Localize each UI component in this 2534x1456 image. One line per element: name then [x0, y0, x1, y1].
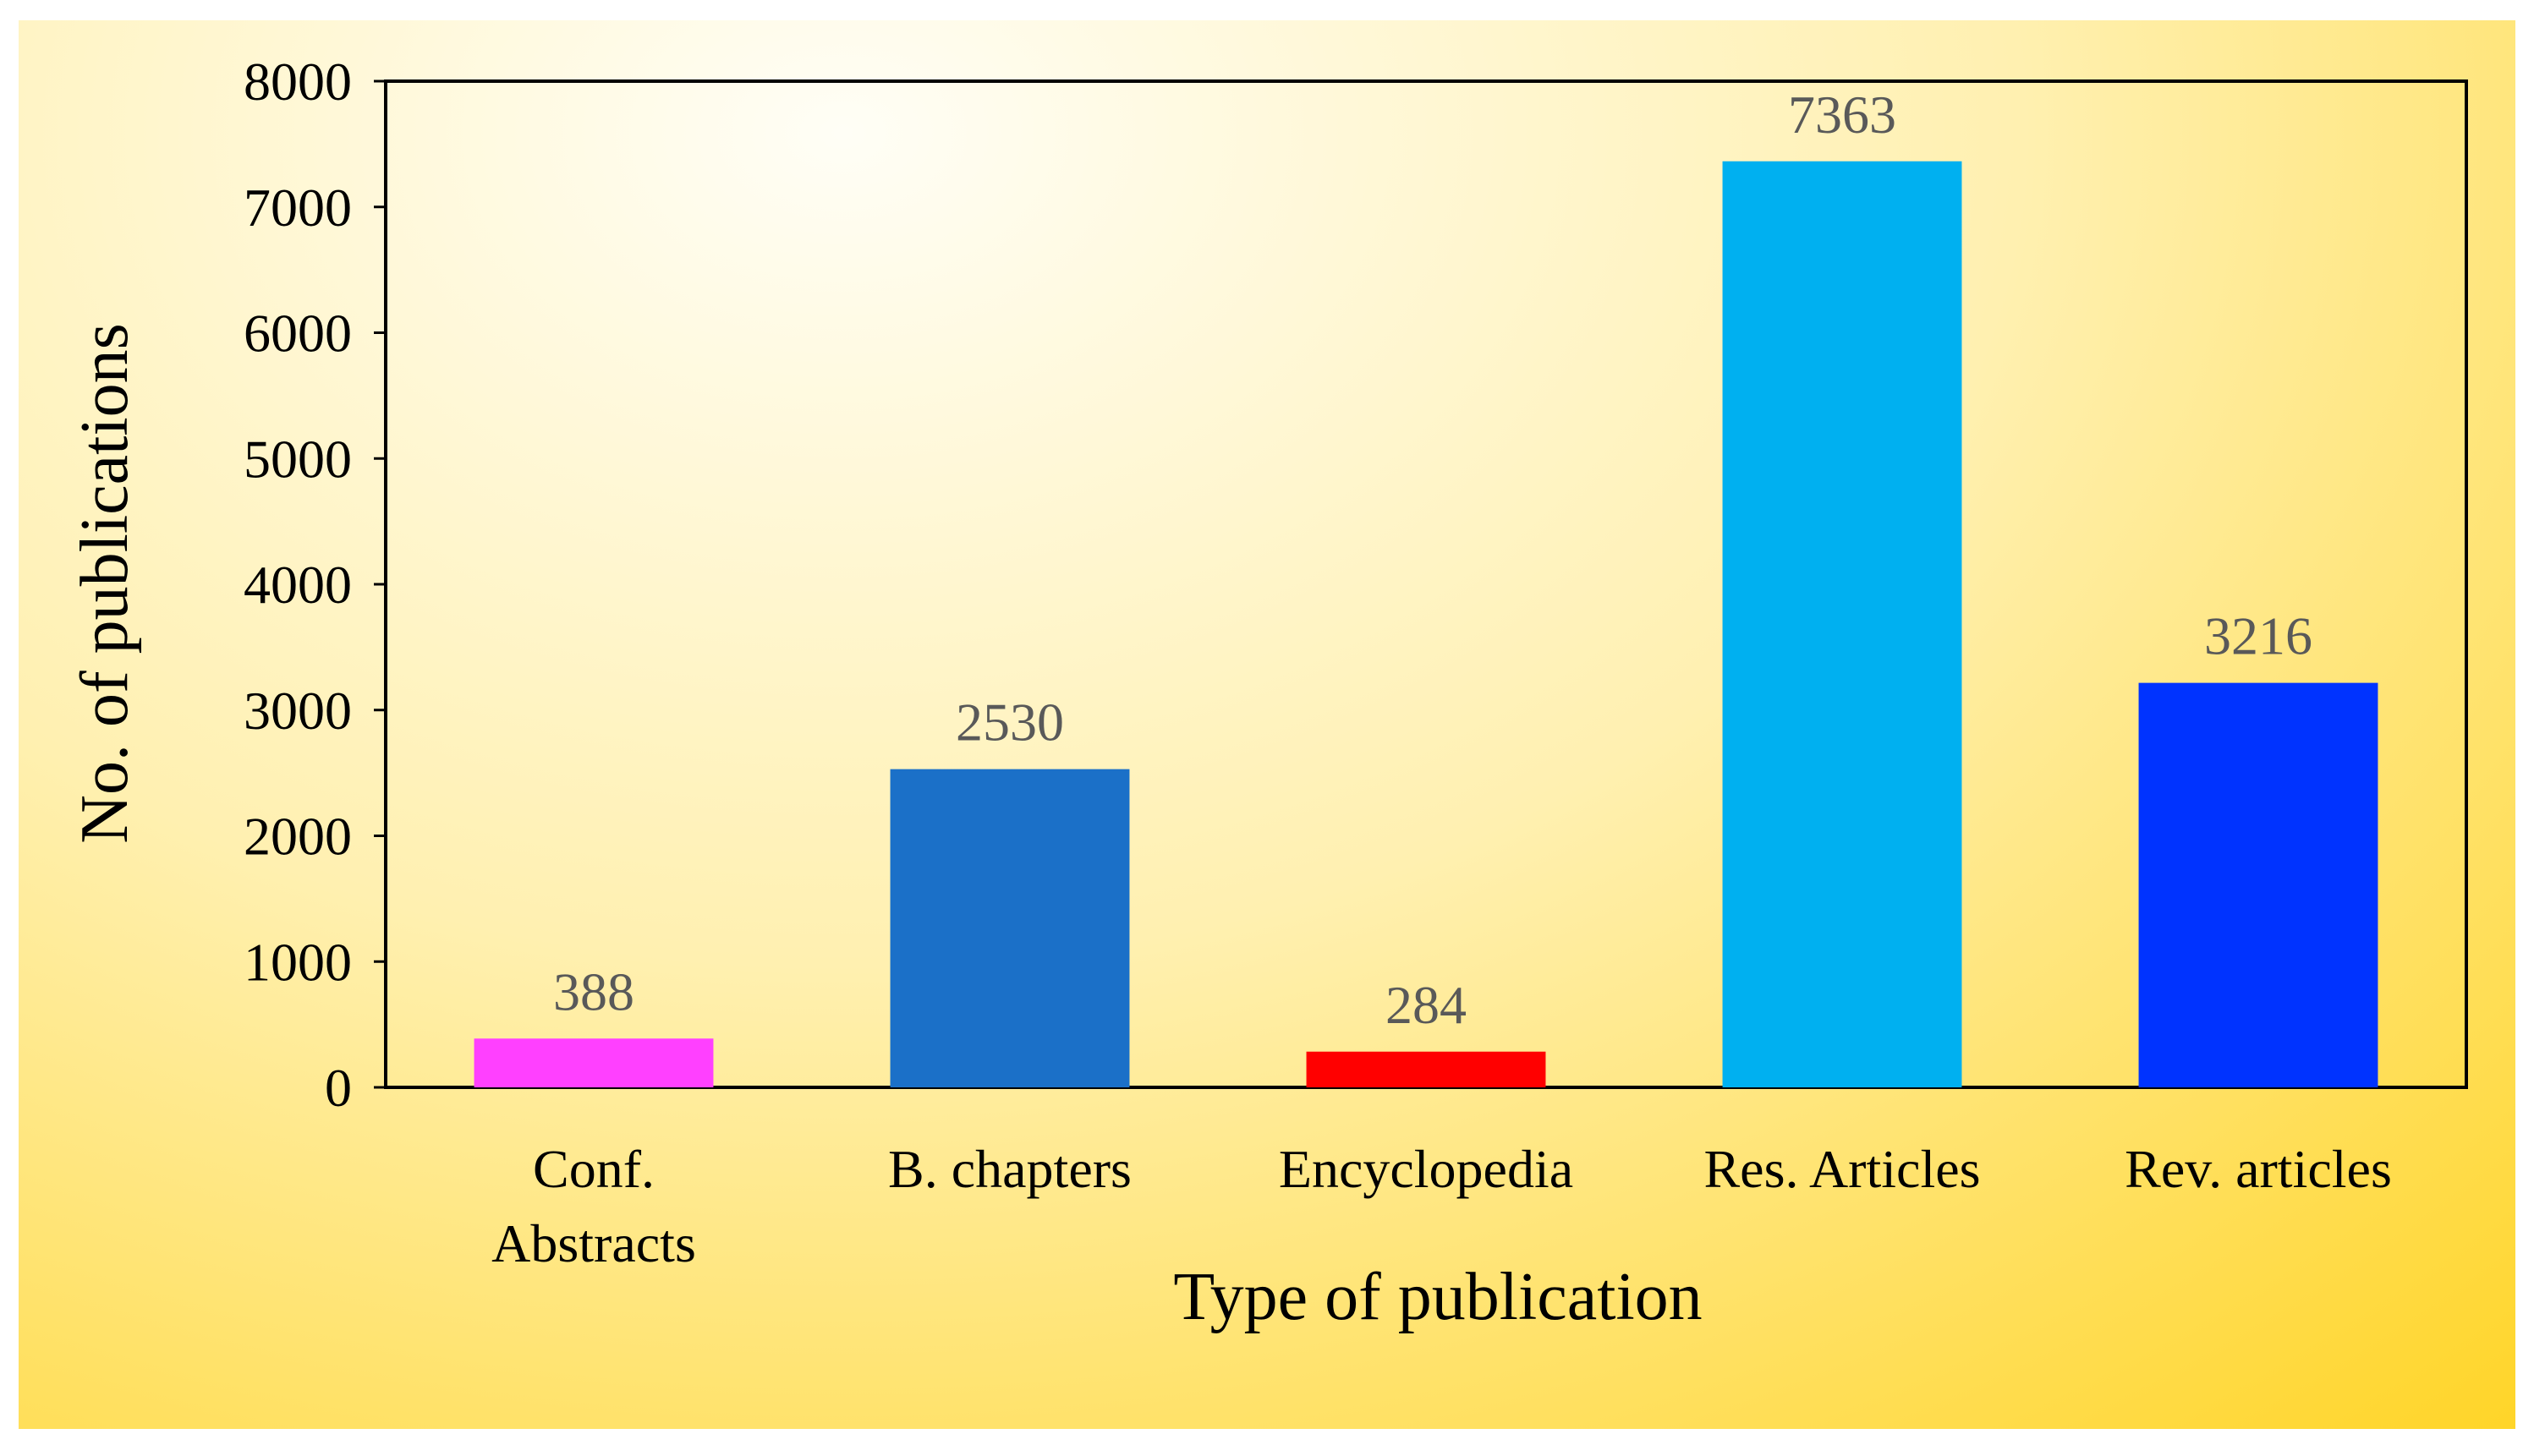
y-tick-label: 3000: [244, 681, 352, 741]
bar: [1306, 1051, 1546, 1087]
y-tick-label: 5000: [244, 429, 352, 489]
y-tick-label: 6000: [244, 304, 352, 364]
bar-value-label: 388: [553, 961, 634, 1021]
x-axis-category-labels: Conf. Abstracts B. chapters Encyclopedia Res…: [491, 1139, 2392, 1273]
bar: [2138, 682, 2378, 1087]
y-axis-title: No. of publications: [68, 323, 142, 843]
y-tick-label: 7000: [244, 178, 352, 238]
data-labels: 388 2530 284 7363 3216: [553, 85, 2312, 1035]
y-tick-label: 2000: [244, 807, 352, 867]
x-category-label: Conf.: [533, 1139, 655, 1199]
y-tick-label: 8000: [244, 52, 352, 112]
x-category-label: Encyclopedia: [1279, 1139, 1573, 1199]
x-category-label: B. chapters: [888, 1139, 1132, 1199]
y-axis-ticks: 0 1000 2000 3000 4000 5000 6000 7000 8000: [244, 52, 386, 1118]
x-category-label: Abstracts: [491, 1213, 696, 1273]
x-category-label: Rev. articles: [2125, 1139, 2392, 1199]
bar: [890, 769, 1130, 1087]
bar: [1722, 161, 1962, 1087]
x-axis-title: Type of publication: [1173, 1260, 1702, 1334]
chart-background: [19, 20, 2515, 1429]
y-tick-label: 1000: [244, 932, 352, 992]
bars: [474, 161, 2378, 1087]
bar-value-label: 284: [1385, 975, 1467, 1035]
x-category-label: Res. Articles: [1703, 1139, 1980, 1199]
y-tick-label: 4000: [244, 555, 352, 615]
bar-value-label: 2530: [956, 692, 1064, 753]
bar-value-label: 7363: [1788, 85, 1896, 145]
y-tick-label: 0: [325, 1058, 352, 1118]
bar: [474, 1038, 714, 1087]
bar-value-label: 3216: [2204, 606, 2312, 666]
